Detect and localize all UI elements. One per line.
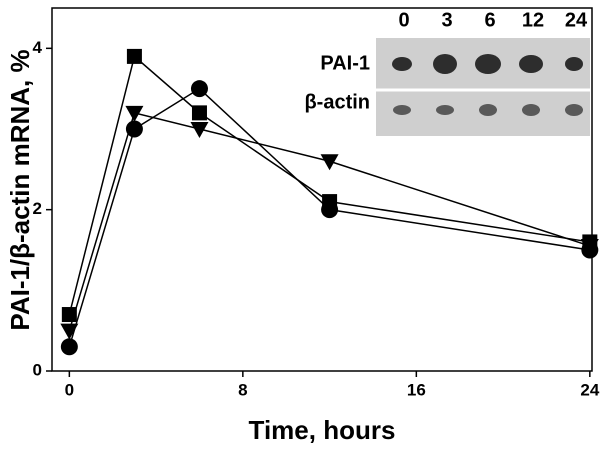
y-axis-title: PAI-1/β-actin mRNA, % bbox=[5, 49, 35, 330]
marker-square bbox=[61, 307, 77, 323]
blot-band bbox=[565, 104, 583, 116]
lane-label: 0 bbox=[398, 9, 409, 31]
x-tick-label: 0 bbox=[65, 380, 74, 399]
marker-circle bbox=[60, 338, 78, 356]
x-axis-title: Time, hours bbox=[249, 415, 396, 445]
y-tick-label: 4 bbox=[33, 38, 43, 57]
blot-band bbox=[522, 104, 540, 116]
marker-triangle bbox=[580, 238, 599, 255]
blot-band bbox=[519, 55, 543, 73]
marker-circle bbox=[190, 80, 208, 98]
marker-triangle bbox=[125, 105, 144, 122]
blot-background bbox=[376, 38, 590, 136]
row-label: β-actin bbox=[304, 91, 370, 113]
row-label: PAI-1 bbox=[320, 52, 370, 74]
y-tick-label: 2 bbox=[33, 199, 42, 218]
series-line bbox=[68, 111, 591, 331]
x-tick-label: 8 bbox=[238, 380, 247, 399]
blot-band bbox=[565, 57, 583, 71]
marker-circle bbox=[125, 120, 143, 138]
marker-circle bbox=[321, 201, 339, 219]
blot-band bbox=[393, 105, 411, 115]
blot-inset: 0 3 6 12 24 PAI-1 β-actin bbox=[304, 9, 590, 136]
marker-triangle bbox=[60, 323, 79, 340]
x-tick-label: 16 bbox=[407, 380, 426, 399]
marker-triangle bbox=[190, 122, 209, 138]
marker-triangle bbox=[320, 154, 339, 171]
x-tick-label: 24 bbox=[580, 380, 599, 399]
blot-band bbox=[436, 105, 454, 115]
blot-band bbox=[433, 54, 457, 74]
marker-square bbox=[126, 48, 142, 64]
blot-band bbox=[475, 54, 501, 74]
y-tick-label: 0 bbox=[33, 360, 42, 379]
blot-band bbox=[392, 57, 412, 71]
blot-band bbox=[479, 104, 497, 116]
plot-frame bbox=[51, 7, 593, 372]
lane-label: 3 bbox=[441, 9, 452, 31]
lane-label: 6 bbox=[484, 9, 495, 31]
lane-label: 24 bbox=[565, 9, 588, 31]
marker-square bbox=[191, 105, 207, 121]
lane-label: 12 bbox=[522, 9, 544, 31]
